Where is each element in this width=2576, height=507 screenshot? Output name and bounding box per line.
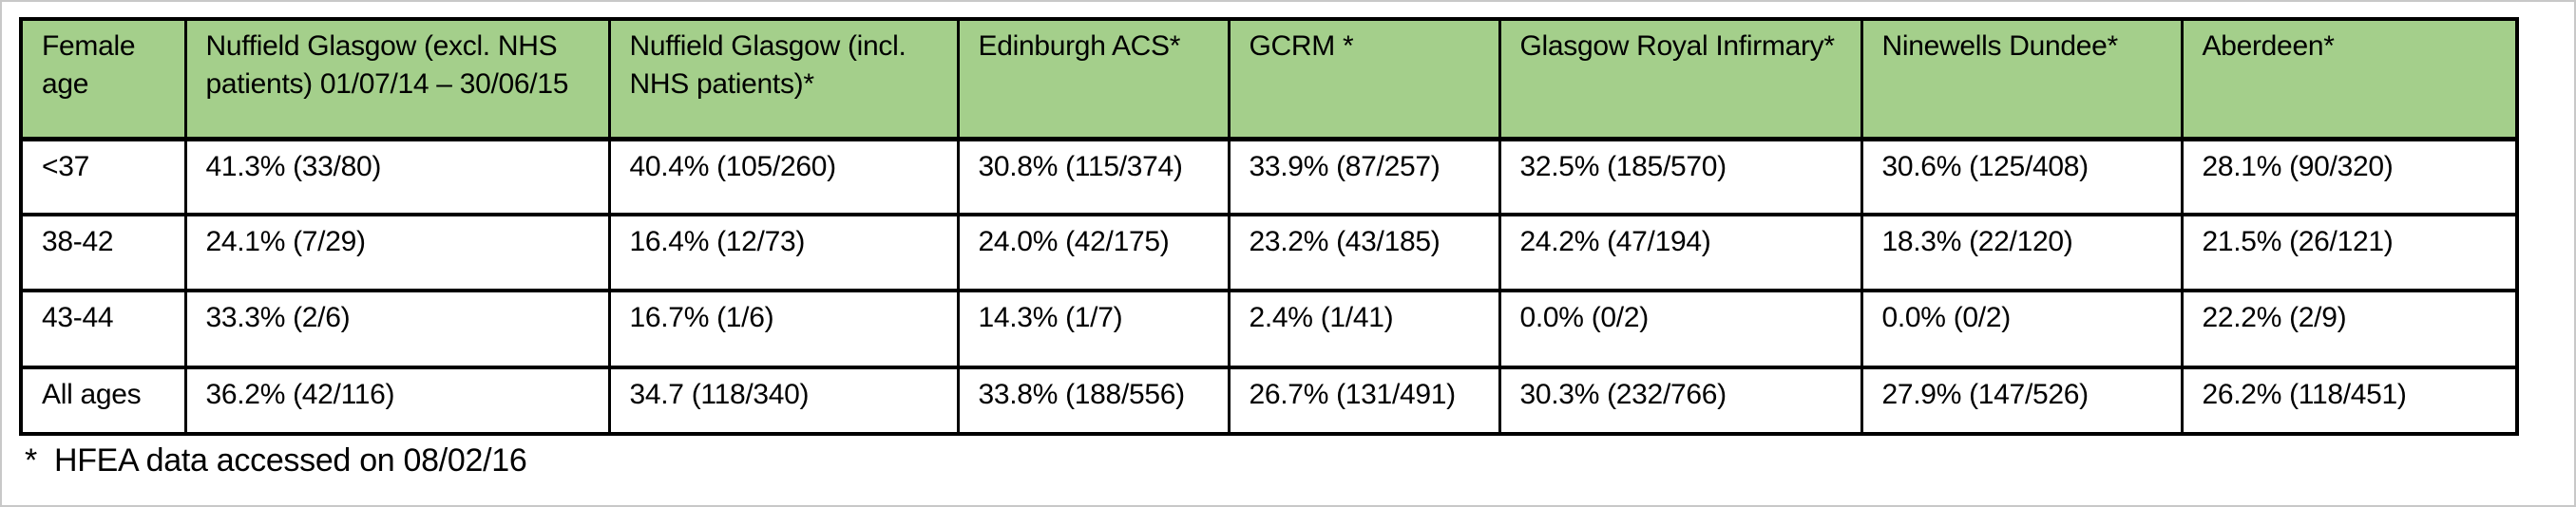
success-rate-cell: 2.4% (1/41) xyxy=(1227,289,1501,369)
success-rate-cell: 41.3% (33/80) xyxy=(183,137,611,216)
success-rate-cell: 14.3% (1/7) xyxy=(956,289,1231,369)
success-rate-cell: 33.8% (188/556) xyxy=(956,366,1231,436)
success-rate-cell: 24.2% (47/194) xyxy=(1498,213,1863,292)
success-rate-cell: 30.6% (125/408) xyxy=(1860,137,2184,216)
table-row: 43-44 33.3% (2/6) 16.7% (1/6) 14.3% (1/7) 2.… xyxy=(19,289,2519,369)
success-rate-cell: 30.3% (232/766) xyxy=(1498,366,1863,436)
clinic-column-header: GCRM * xyxy=(1227,17,1501,141)
clinic-column-header: Edinburgh ACS* xyxy=(956,17,1231,141)
clinic-column-header: Aberdeen* xyxy=(2180,17,2519,141)
success-rate-cell: 21.5% (26/121) xyxy=(2180,213,2519,292)
clinic-column-header: Nuffield Glasgow (incl. NHS patients)* xyxy=(607,17,960,141)
success-rate-cell: 27.9% (147/526) xyxy=(1860,366,2184,436)
success-rate-cell: 16.7% (1/6) xyxy=(607,289,960,369)
clinic-success-rate-table: Female age Nuffield Glasgow (excl. NHS pa… xyxy=(19,17,2519,436)
row-header-column-label: Female age xyxy=(19,17,187,141)
clinic-column-header: Ninewells Dundee* xyxy=(1860,17,2184,141)
success-rate-cell: 33.9% (87/257) xyxy=(1227,137,1501,216)
success-rate-cell: 24.1% (7/29) xyxy=(183,213,611,292)
footnote: * HFEA data accessed on 08/02/16 xyxy=(25,442,527,479)
table-body: <37 41.3% (33/80) 40.4% (105/260) 30.8% (11… xyxy=(19,137,2519,436)
success-rate-cell: 0.0% (0/2) xyxy=(1860,289,2184,369)
success-rate-cell: 24.0% (42/175) xyxy=(956,213,1231,292)
asterisk-marker: * xyxy=(25,442,37,479)
success-rate-cell: 33.3% (2/6) xyxy=(183,289,611,369)
success-rate-cell: 26.7% (131/491) xyxy=(1227,366,1501,436)
age-group-label: 43-44 xyxy=(19,289,187,369)
success-rate-cell: 34.7 (118/340) xyxy=(607,366,960,436)
header-row: Female age Nuffield Glasgow (excl. NHS pa… xyxy=(19,17,2519,141)
age-group-label: 38-42 xyxy=(19,213,187,292)
age-group-label: <37 xyxy=(19,137,187,216)
footnote-text: HFEA data accessed on 08/02/16 xyxy=(53,442,527,479)
success-rate-cell: 26.2% (118/451) xyxy=(2180,366,2519,436)
clinic-column-header: Nuffield Glasgow (excl. NHS patients) 01… xyxy=(183,17,611,141)
table-row: <37 41.3% (33/80) 40.4% (105/260) 30.8% (11… xyxy=(19,137,2519,216)
success-rate-cell: 36.2% (42/116) xyxy=(183,366,611,436)
success-rate-cell: 30.8% (115/374) xyxy=(956,137,1231,216)
success-rate-cell: 28.1% (90/320) xyxy=(2180,137,2519,216)
success-rate-cell: 32.5% (185/570) xyxy=(1498,137,1863,216)
success-rate-cell: 0.0% (0/2) xyxy=(1498,289,1863,369)
age-group-label: All ages xyxy=(19,366,187,436)
success-rate-cell: 22.2% (2/9) xyxy=(2180,289,2519,369)
success-rate-cell: 16.4% (12/73) xyxy=(607,213,960,292)
clinic-column-header: Glasgow Royal Infirmary* xyxy=(1498,17,1863,141)
table-row: All ages 36.2% (42/116) 34.7 (118/340) 33.8… xyxy=(19,366,2519,436)
table-row: 38-42 24.1% (7/29) 16.4% (12/73) 24.0% (42/… xyxy=(19,213,2519,292)
success-rate-cell: 23.2% (43/185) xyxy=(1227,213,1501,292)
success-rate-cell: 40.4% (105/260) xyxy=(607,137,960,216)
success-rate-cell: 18.3% (22/120) xyxy=(1860,213,2184,292)
